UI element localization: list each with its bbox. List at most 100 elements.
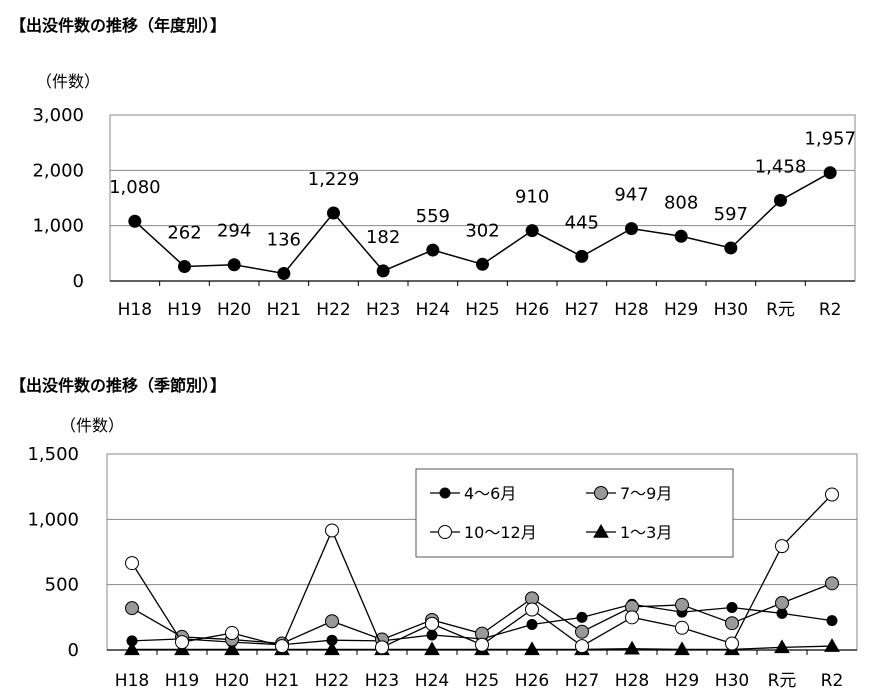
seasonal-xtick-label: H18 xyxy=(115,671,149,691)
annual-xtick-label: H20 xyxy=(217,300,251,320)
seasonal-xtick-label: R元 xyxy=(768,671,797,691)
annual-point xyxy=(525,224,539,238)
annual-point xyxy=(774,193,787,207)
annual-data-label: 1,957 xyxy=(804,129,856,150)
annual-data-label: 445 xyxy=(565,212,599,233)
seasonal-chart-ylabel: （件数） xyxy=(60,416,125,435)
annual-xtick-label: H24 xyxy=(416,300,450,320)
annual-xtick-label: H29 xyxy=(664,300,698,320)
legend-label: 4～6月 xyxy=(464,484,516,503)
seasonal-point xyxy=(126,635,138,647)
seasonal-point xyxy=(675,597,689,612)
annual-data-label: 1,080 xyxy=(109,177,161,198)
annual-ytick-label: 2,000 xyxy=(32,160,84,181)
legend-marker xyxy=(593,523,609,538)
seasonal-ytick-label: 0 xyxy=(68,640,79,661)
seasonal-point xyxy=(125,556,139,571)
annual-data-label: 910 xyxy=(515,187,549,208)
seasonal-xtick-label: H29 xyxy=(665,671,699,691)
annual-xtick-label: H25 xyxy=(465,300,499,320)
annual-data-label: 136 xyxy=(267,229,301,250)
annual-plot-frame xyxy=(109,114,856,282)
seasonal-point xyxy=(124,641,140,656)
annual-xtick-label: H19 xyxy=(167,300,201,320)
seasonal-point xyxy=(526,619,538,631)
seasonal-point xyxy=(825,576,839,591)
annual-chart-ylabel: （件数） xyxy=(36,72,101,91)
annual-ytick-label: 1,000 xyxy=(32,216,84,237)
seasonal-point xyxy=(775,595,789,610)
seasonal-point xyxy=(326,634,338,646)
seasonal-point xyxy=(225,626,239,641)
seasonal-legend-box xyxy=(415,468,734,558)
annual-point xyxy=(575,249,589,263)
annual-data-label: 808 xyxy=(664,192,698,213)
seasonal-xtick-label: H30 xyxy=(715,671,749,691)
seasonal-point xyxy=(375,640,389,655)
annual-point xyxy=(426,243,440,257)
annual-point xyxy=(128,214,142,228)
annual-xtick-label: H30 xyxy=(714,300,748,320)
legend-marker xyxy=(439,487,451,499)
annual-data-label: 182 xyxy=(366,227,400,248)
seasonal-xtick-label: H19 xyxy=(165,671,199,691)
seasonal-point xyxy=(775,539,789,554)
legend-label: 7～9月 xyxy=(620,484,672,503)
seasonal-xtick-label: H28 xyxy=(615,671,649,691)
annual-data-label: 947 xyxy=(614,185,648,206)
annual-xtick-label: H26 xyxy=(515,300,549,320)
annual-data-label: 597 xyxy=(714,204,748,225)
seasonal-point xyxy=(475,637,489,652)
annual-xtick-label: R元 xyxy=(766,300,795,320)
seasonal-point xyxy=(575,639,589,654)
annual-point xyxy=(327,206,340,220)
seasonal-point xyxy=(674,641,690,656)
seasonal-xtick-label: H20 xyxy=(215,671,249,691)
seasonal-point xyxy=(824,638,840,652)
seasonal-point xyxy=(324,641,340,656)
seasonal-xtick-label: H27 xyxy=(565,671,599,691)
seasonal-xtick-label: H26 xyxy=(515,671,549,691)
seasonal-point xyxy=(425,616,439,631)
seasonal-point xyxy=(125,601,139,616)
seasonal-point xyxy=(575,624,589,639)
annual-data-label: 1,229 xyxy=(308,169,360,190)
seasonal-point xyxy=(675,620,689,635)
annual-point xyxy=(376,264,390,278)
seasonal-xtick-label: H21 xyxy=(265,671,299,691)
annual-point xyxy=(674,229,688,243)
seasonal-point xyxy=(325,523,339,538)
seasonal-point xyxy=(325,614,339,629)
annual-point xyxy=(227,258,241,272)
seasonal-point xyxy=(424,641,440,656)
annual-xtick-label: H28 xyxy=(614,300,648,320)
seasonal-point xyxy=(175,635,189,650)
annual-point xyxy=(277,266,291,280)
legend-label: 1～3月 xyxy=(620,523,672,542)
seasonal-point xyxy=(774,639,790,654)
seasonal-xtick-label: H22 xyxy=(315,671,349,691)
seasonal-xtick-label: R2 xyxy=(821,671,844,691)
annual-point xyxy=(476,257,489,271)
seasonal-ytick-label: 1,000 xyxy=(27,509,79,530)
seasonal-ytick-label: 500 xyxy=(45,575,79,596)
annual-data-label: 559 xyxy=(416,206,450,227)
annual-data-label: 1,458 xyxy=(755,156,807,177)
seasonal-point xyxy=(426,629,438,641)
seasonal-xtick-label: H24 xyxy=(415,671,449,691)
seasonal-point xyxy=(524,641,540,656)
seasonal-point xyxy=(624,640,640,655)
seasonal-xtick-label: H23 xyxy=(365,671,399,691)
seasonal-point xyxy=(825,487,839,502)
seasonal-point xyxy=(525,602,539,617)
annual-xtick-label: H22 xyxy=(316,300,350,320)
legend-label: 10～12月 xyxy=(464,523,537,542)
legend-marker xyxy=(438,525,452,539)
seasonal-point xyxy=(576,611,588,623)
annual-ytick-label: 3,000 xyxy=(32,105,84,126)
annual-data-label: 262 xyxy=(167,223,201,244)
seasonal-xtick-label: H25 xyxy=(465,671,499,691)
seasonal-point xyxy=(725,636,739,651)
seasonal-point xyxy=(625,610,639,625)
